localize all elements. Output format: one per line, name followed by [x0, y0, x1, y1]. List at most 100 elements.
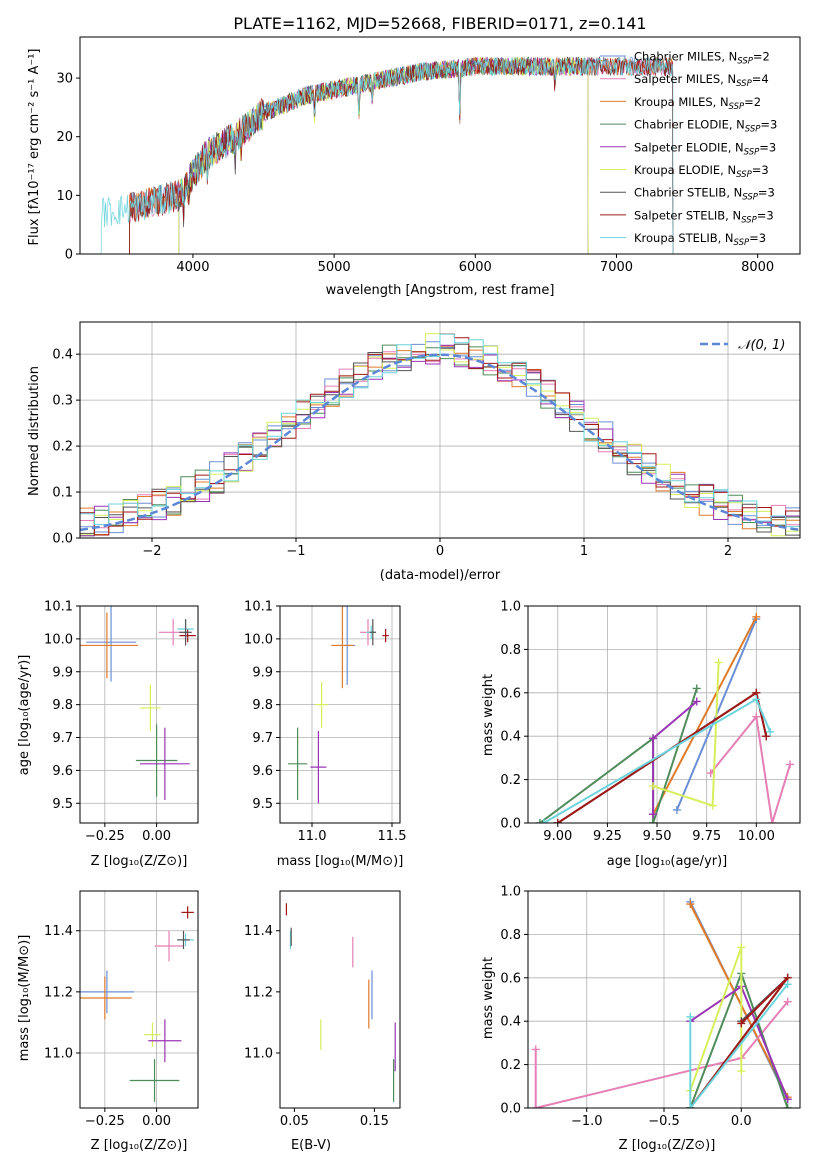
- y-tick-label: 0.2: [500, 1058, 521, 1073]
- y-tick-label: 11.0: [244, 1046, 273, 1061]
- x-tick-label: 4000: [176, 260, 209, 275]
- plot-area: [80, 606, 198, 823]
- y-tick-label: 11.2: [44, 985, 73, 1000]
- weight-marker-2-2: [768, 819, 777, 823]
- y-tick-label: 0.4: [500, 1015, 521, 1030]
- wZ-xlabel: Z [log₁₀(Z/Z⊙)]: [619, 1138, 716, 1153]
- weight-marker-5-1: [708, 801, 717, 810]
- legend-value: =3: [760, 118, 777, 132]
- spectrum-line-5: [178, 56, 589, 254]
- y-tick-label: 9.7: [52, 731, 73, 746]
- x-tick-label: 5000: [318, 260, 351, 275]
- weight-marker-8-2: [783, 980, 792, 989]
- plot-area: [80, 322, 800, 538]
- weight-marker-7-2: [762, 732, 771, 741]
- legend-label: Chabrier MILES, NSSP=2: [634, 50, 770, 67]
- y-tick-label: 10.0: [244, 632, 273, 647]
- age-vs-mass-panel: mass [log₁₀(M/M⊙)] 11.0 11.5 9.5 9.6 9.7 9.8 9…: [244, 600, 406, 870]
- weight-vs-age-panel: age [log₁₀(age/yr)] mass weight 9.00 9.25…: [481, 600, 801, 869]
- mass-vs-metallicity-panel: Z [log₁₀(Z/Z⊙)] mass [log₁₀(M/M⊙)] −0.25…: [17, 890, 199, 1153]
- legend-subscript: SSP: [741, 215, 757, 225]
- weight-marker-2-1: [531, 1104, 540, 1108]
- wAge-ylabel: mass weight: [481, 674, 496, 756]
- x-tick-label: 11.5: [378, 829, 407, 844]
- weight-line-1: [689, 903, 789, 1098]
- x-tick-label: 9.50: [643, 829, 672, 844]
- legend-label: Chabrier STELIB, NSSP=3: [634, 186, 775, 203]
- figure-title: PLATE=1162, MJD=52668, FIBERID=0171, z=0…: [233, 14, 646, 33]
- residuals-panel: (data-model)/error Normed distribution −…: [27, 321, 801, 583]
- wAge-xlabel: age [log₁₀(age/yr)]: [607, 854, 728, 869]
- weight-line-3: [539, 688, 698, 823]
- weight-line-2: [534, 1001, 789, 1108]
- weight-marker-8-1: [752, 695, 761, 704]
- legend-label: Salpeter ELODIE, NSSP=3: [634, 140, 776, 157]
- y-tick-label: 10.1: [44, 600, 73, 615]
- legend-subscript: SSP: [737, 57, 753, 67]
- massZ-ylabel: mass [log₁₀(M/M⊙)]: [17, 935, 32, 1062]
- x-tick-label: 0.00: [142, 829, 171, 844]
- weight-marker-1-0: [686, 900, 695, 909]
- weight-marker-2-3: [783, 997, 792, 1006]
- legend-value: =2: [753, 50, 770, 64]
- weight-marker-3-0: [535, 819, 544, 823]
- weight-marker-7-0: [553, 819, 562, 823]
- weight-marker-2-0: [531, 1045, 540, 1054]
- ageZ-ylabel: age [log₁₀(age/yr)]: [17, 655, 32, 776]
- y-tick-label: 0.0: [500, 1102, 521, 1117]
- y-tick-label: 0.6: [500, 686, 521, 701]
- axes-frame: [79, 605, 199, 824]
- x-tick-label: 0: [436, 544, 444, 559]
- y-tick-label: 0.3: [52, 394, 73, 409]
- weight-marker-0-0: [672, 805, 681, 814]
- y-tick-label: 20: [56, 130, 73, 145]
- plot-area: [528, 891, 800, 1108]
- weight-marker-8-0: [686, 1012, 695, 1021]
- x-tick-label: −1.0: [571, 1114, 603, 1129]
- y-tick-label: 0.0: [500, 817, 521, 832]
- weight-marker-8-1: [686, 1104, 695, 1108]
- legend-label: Chabrier ELODIE, NSSP=3: [634, 118, 777, 135]
- x-tick-label: 7000: [600, 260, 633, 275]
- y-tick-label: 0.2: [500, 773, 521, 788]
- weight-marker-2-3: [786, 760, 795, 769]
- x-tick-label: 0.05: [280, 1114, 309, 1129]
- weight-marker-4-1: [649, 734, 658, 743]
- massZ-xlabel: Z [log₁₀(Z/Z⊙)]: [91, 1138, 188, 1153]
- y-tick-label: 9.6: [252, 764, 273, 779]
- legend-label: Salpeter STELIB, NSSP=3: [634, 208, 774, 225]
- legend-value: =3: [749, 231, 766, 245]
- spectrum-panel: wavelength [Angstrom, rest frame] Flux […: [27, 36, 801, 298]
- y-tick-label: 11.2: [244, 985, 273, 1000]
- y-tick-label: 0.6: [500, 971, 521, 986]
- legend-value: =4: [752, 72, 769, 86]
- x-tick-label: −0.25: [85, 829, 125, 844]
- x-tick-label: 6000: [459, 260, 492, 275]
- weight-vs-metallicity-panel: Z [log₁₀(Z/Z⊙)] mass weight −1.0 −0.5 0.0 0…: [481, 885, 801, 1153]
- legend-value: =3: [757, 208, 774, 222]
- weight-marker-8-0: [539, 819, 548, 823]
- legend-subscript: SSP: [736, 170, 752, 180]
- legend-subscript: SSP: [744, 147, 760, 157]
- residuals-xlabel: (data-model)/error: [380, 568, 501, 583]
- x-tick-label: 9.00: [543, 829, 572, 844]
- weight-marker-4-0: [649, 810, 658, 819]
- weight-marker-5-2: [737, 1067, 746, 1076]
- axes-frame: [79, 321, 801, 539]
- legend-subscript: SSP: [736, 79, 752, 89]
- axes-frame: [79, 890, 199, 1109]
- residual-histogram-8: [80, 333, 800, 528]
- plot-area: [280, 606, 400, 823]
- weight-marker-3-2: [783, 1104, 792, 1108]
- weight-marker-4-2: [783, 1095, 792, 1104]
- legend-value: =2: [744, 95, 761, 109]
- y-tick-label: 9.6: [52, 764, 73, 779]
- x-tick-label: −1: [286, 544, 305, 559]
- weight-line-2: [709, 714, 792, 823]
- y-tick-label: 10.0: [44, 632, 73, 647]
- ageM-xlabel: mass [log₁₀(M/M⊙)]: [277, 854, 404, 869]
- age-vs-metallicity-panel: Z [log₁₀(Z/Z⊙)] age [log₁₀(age/yr)] −0.2…: [17, 600, 199, 869]
- y-tick-label: 0.1: [52, 486, 73, 501]
- legend-label: Kroupa MILES, NSSP=2: [634, 95, 761, 112]
